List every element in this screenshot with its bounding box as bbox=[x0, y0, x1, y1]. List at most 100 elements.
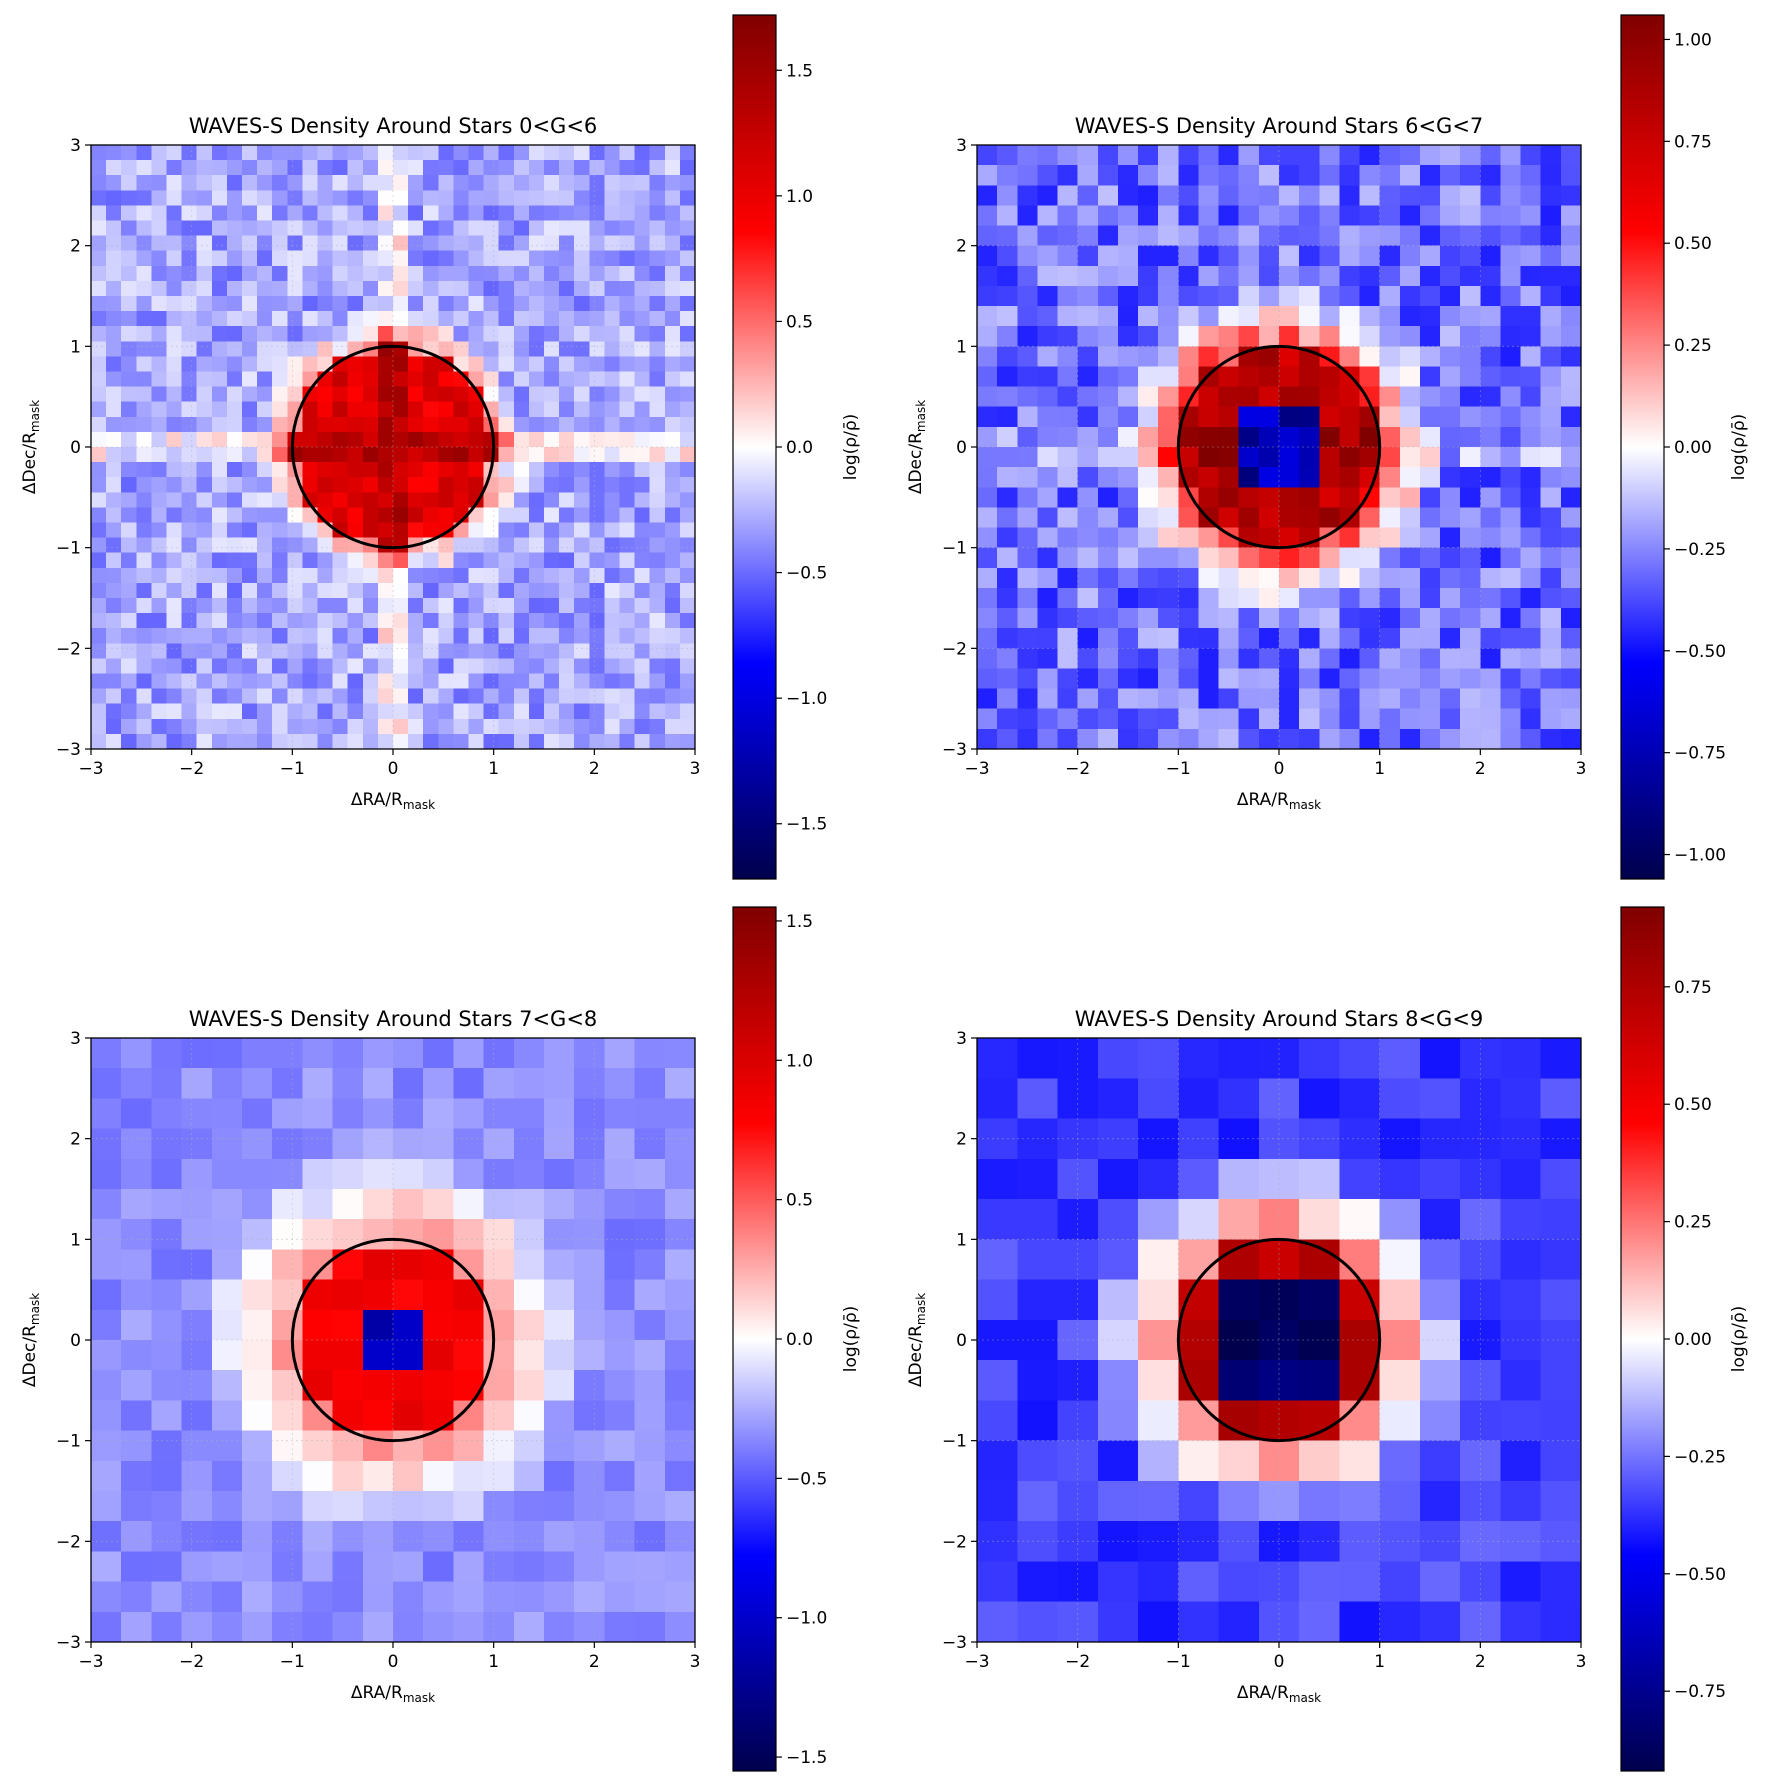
heatmap-cell bbox=[91, 1611, 122, 1643]
heatmap-cell bbox=[544, 582, 560, 599]
heatmap-cell bbox=[317, 145, 334, 161]
heatmap-cell bbox=[498, 492, 515, 508]
x-tick-label: −2 bbox=[179, 1652, 204, 1672]
heatmap-cell bbox=[498, 643, 515, 659]
heatmap-cell bbox=[121, 477, 137, 493]
heatmap-cell bbox=[438, 371, 454, 388]
heatmap-cell bbox=[1037, 608, 1059, 629]
heatmap-cell bbox=[977, 346, 998, 368]
heatmap-cell bbox=[1540, 386, 1562, 408]
heatmap-cell bbox=[287, 341, 303, 357]
heatmap-cell bbox=[589, 311, 605, 327]
heatmap-cell bbox=[468, 537, 485, 554]
heatmap-cell bbox=[1258, 628, 1280, 649]
heatmap-cell bbox=[91, 401, 107, 418]
heatmap-cell bbox=[1077, 587, 1099, 609]
heatmap-cell bbox=[1379, 1480, 1421, 1522]
heatmap-cell bbox=[649, 160, 666, 176]
heatmap-cell bbox=[302, 522, 319, 539]
heatmap-cell bbox=[1178, 668, 1200, 690]
heatmap-cell bbox=[1319, 668, 1340, 690]
heatmap-cell bbox=[1299, 185, 1320, 206]
heatmap-cell bbox=[468, 522, 485, 539]
heatmap-cell bbox=[1097, 1480, 1139, 1522]
heatmap-cell bbox=[468, 582, 485, 599]
heatmap-cell bbox=[257, 447, 273, 463]
heatmap-cell bbox=[559, 250, 575, 267]
heatmap-cell bbox=[1399, 587, 1421, 609]
heatmap-cell bbox=[1359, 608, 1381, 629]
heatmap-cell bbox=[1258, 507, 1280, 529]
heatmap-cell bbox=[977, 265, 998, 287]
heatmap-cell bbox=[1319, 265, 1340, 287]
x-tick-label: 0 bbox=[1274, 1652, 1285, 1672]
heatmap-cell bbox=[1299, 668, 1320, 690]
heatmap-cell bbox=[362, 431, 379, 448]
heatmap-cell bbox=[347, 190, 364, 206]
heatmap-cell bbox=[619, 643, 636, 659]
heatmap-cell bbox=[151, 537, 168, 554]
heatmap-cell bbox=[664, 1219, 696, 1250]
heatmap-cell bbox=[977, 386, 998, 408]
heatmap-cell bbox=[211, 703, 228, 720]
heatmap-cell bbox=[1379, 1199, 1421, 1240]
heatmap-cell bbox=[242, 673, 258, 690]
heatmap-cell bbox=[1480, 487, 1502, 508]
heatmap-cell bbox=[619, 431, 636, 448]
heatmap-cell bbox=[211, 1581, 243, 1613]
heatmap-cell bbox=[272, 326, 288, 342]
heatmap-cell bbox=[1218, 648, 1240, 670]
heatmap-cell bbox=[393, 492, 409, 508]
heatmap-cell bbox=[226, 416, 243, 433]
heatmap-cell bbox=[634, 1551, 666, 1583]
heatmap-cell bbox=[619, 416, 636, 433]
heatmap-cell bbox=[377, 341, 394, 357]
heatmap-cell bbox=[242, 1068, 273, 1099]
heatmap-cell bbox=[242, 1279, 273, 1311]
heatmap-cell bbox=[332, 1340, 364, 1371]
heatmap-cell bbox=[1057, 1561, 1099, 1603]
heatmap-cell bbox=[257, 205, 273, 222]
heatmap-cell bbox=[1258, 447, 1280, 468]
heatmap-cell bbox=[423, 1521, 454, 1552]
heatmap-cell bbox=[649, 673, 666, 690]
heatmap-cell bbox=[1440, 245, 1461, 267]
heatmap-cell bbox=[1097, 346, 1119, 368]
heatmap-cell bbox=[574, 1460, 605, 1492]
heatmap-cell bbox=[377, 175, 394, 191]
heatmap-cell bbox=[151, 688, 168, 705]
heatmap-cell bbox=[604, 386, 621, 403]
heatmap-cell bbox=[1117, 527, 1139, 549]
heatmap-cell bbox=[1017, 386, 1038, 408]
heatmap-cell bbox=[589, 145, 605, 161]
heatmap-cell bbox=[574, 401, 590, 418]
heatmap-cell bbox=[453, 1158, 485, 1190]
heatmap-cell bbox=[977, 426, 998, 448]
heatmap-cell bbox=[317, 492, 334, 508]
heatmap-cell bbox=[1158, 245, 1179, 267]
heatmap-cell bbox=[1480, 668, 1502, 690]
y-tick-label: −3 bbox=[56, 740, 81, 760]
heatmap-cell bbox=[664, 447, 681, 463]
heatmap-cell bbox=[1158, 225, 1179, 247]
heatmap-cell bbox=[91, 1249, 122, 1281]
heatmap-cell bbox=[287, 220, 303, 237]
heatmap-cell bbox=[151, 160, 168, 176]
heatmap-cell bbox=[423, 567, 439, 584]
heatmap-cell bbox=[226, 733, 243, 750]
heatmap-cell bbox=[544, 537, 560, 554]
heatmap-cell bbox=[513, 1581, 545, 1613]
heatmap-cell bbox=[332, 1370, 364, 1401]
heatmap-cell bbox=[1419, 1480, 1461, 1522]
heatmap-cell bbox=[1258, 285, 1280, 307]
heatmap-cell bbox=[121, 673, 137, 690]
heatmap-cell bbox=[498, 220, 515, 237]
heatmap-cell bbox=[1379, 447, 1401, 468]
heatmap-cell bbox=[1017, 426, 1038, 448]
heatmap-cell bbox=[393, 1491, 424, 1522]
heatmap-cell bbox=[679, 718, 696, 735]
heatmap-cell bbox=[242, 311, 258, 327]
heatmap-cell bbox=[528, 477, 545, 493]
heatmap-cell bbox=[317, 416, 334, 433]
heatmap-cell bbox=[513, 1340, 545, 1371]
